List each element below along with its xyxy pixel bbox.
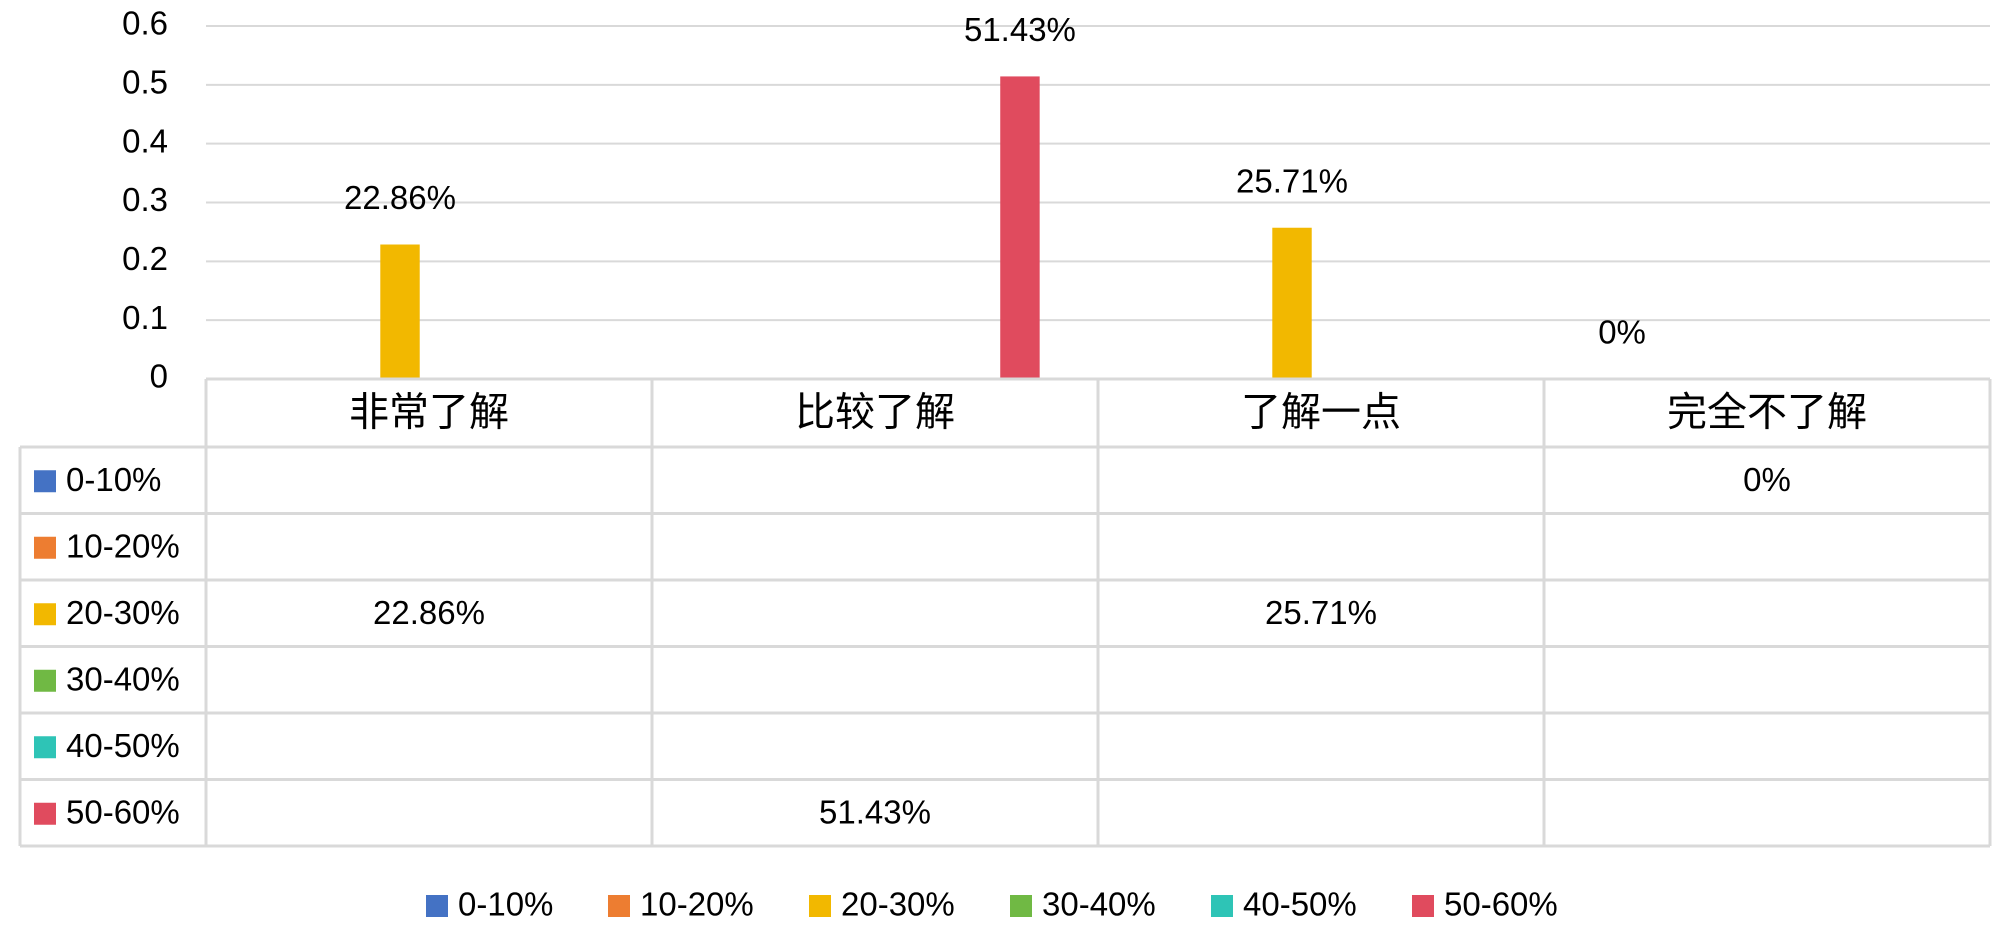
bar [1000, 76, 1040, 379]
legend-swatch [809, 895, 831, 917]
table-cell-value: 0% [1743, 461, 1791, 498]
category-label: 非常了解 [349, 391, 509, 435]
legend-swatch [34, 603, 56, 626]
y-tick-label: 0 [150, 358, 168, 395]
data-table: 非常了解 比较了解 了解一点 完全不了解 0-10% 0% 10-20% 20-30% 22.8… [18, 377, 1992, 848]
row-series-label: 0-10% [66, 461, 161, 498]
table-cell-value: 25.71% [1265, 594, 1377, 631]
row-series-label: 20-30% [66, 594, 180, 631]
row-series-label: 50-60% [66, 793, 180, 830]
category-label: 了解一点 [1241, 391, 1401, 435]
row-series-label: 30-40% [66, 660, 180, 697]
row-series-label: 40-50% [66, 727, 180, 764]
row-series-label: 10-20% [66, 527, 180, 564]
y-tick-label: 0.5 [122, 64, 168, 101]
legend-label: 20-30% [841, 886, 955, 923]
bar [380, 244, 420, 379]
data-label: 51.43% [964, 11, 1076, 48]
legend-swatch [426, 895, 448, 917]
legend-swatch [34, 669, 56, 692]
gridlines [206, 25, 1990, 322]
legend-swatch [1010, 895, 1032, 917]
legend: 0-10% 10-20% 20-30% 30-40% 40-50% 50-60% [426, 886, 1558, 923]
category-label: 比较了解 [795, 391, 955, 435]
legend-swatch [34, 736, 56, 759]
legend-swatch [34, 536, 56, 559]
y-tick-label: 0.3 [122, 181, 168, 218]
y-tick-label: 0.4 [122, 122, 168, 159]
y-tick-label: 0.1 [122, 299, 168, 336]
table-cell-value: 51.43% [819, 793, 931, 830]
bars [380, 76, 1312, 379]
legend-swatch [1211, 895, 1233, 917]
legend-label: 0-10% [458, 886, 553, 923]
y-tick-label: 0.6 [122, 5, 168, 42]
legend-label: 10-20% [640, 886, 754, 923]
data-label: 0% [1598, 314, 1646, 351]
legend-label: 30-40% [1042, 886, 1156, 923]
legend-swatch [34, 802, 56, 825]
data-label: 25.71% [1236, 162, 1348, 199]
data-labels: 0% 22.86% 25.71% 51.43% [344, 11, 1646, 351]
category-label: 完全不了解 [1667, 391, 1867, 435]
legend-label: 50-60% [1444, 886, 1558, 923]
table-cell-value: 22.86% [373, 594, 485, 631]
y-axis: 0 0.1 0.2 0.3 0.4 0.5 0.6 [122, 5, 168, 395]
legend-label: 40-50% [1243, 886, 1357, 923]
y-tick-label: 0.2 [122, 240, 168, 277]
data-label: 22.86% [344, 179, 456, 216]
bar [1272, 227, 1312, 379]
legend-swatch [34, 470, 56, 493]
legend-swatch [1412, 895, 1434, 917]
legend-swatch [608, 895, 630, 917]
